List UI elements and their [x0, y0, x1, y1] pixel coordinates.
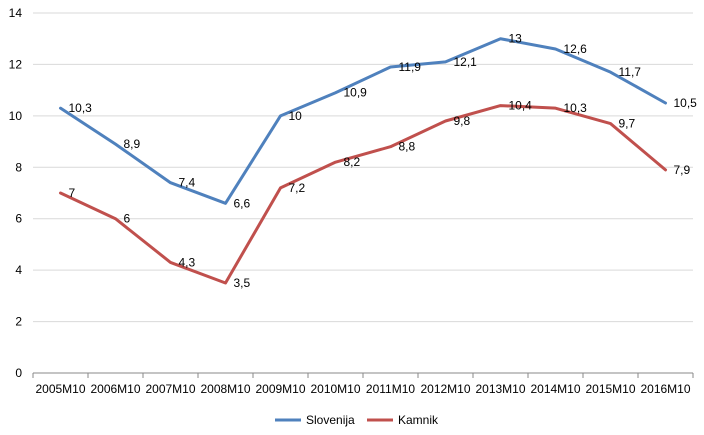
y-tick-label: 2 [15, 315, 22, 329]
data-label: 7,2 [289, 181, 306, 195]
series-line-kamnik [59, 104, 667, 285]
data-label: 3,5 [234, 276, 251, 290]
legend: Slovenija Kamnik [275, 413, 439, 427]
data-label: 11,7 [619, 65, 642, 79]
data-label: 12,6 [564, 42, 588, 56]
y-tick-label: 10 [9, 109, 23, 123]
data-label: 7,4 [179, 176, 196, 190]
x-tick-label: 2007M10 [145, 382, 195, 396]
data-label: 13 [509, 32, 523, 46]
data-label: 9,8 [454, 114, 471, 128]
data-label: 10,5 [674, 96, 698, 110]
x-tick-label: 2014M10 [530, 382, 580, 396]
x-tick-label: 2005M10 [35, 382, 85, 396]
x-tick-label: 2006M10 [90, 382, 140, 396]
x-tick-label: 2016M10 [640, 382, 690, 396]
y-tick-label: 12 [9, 57, 23, 71]
y-tick-label: 0 [15, 366, 22, 380]
series-line-slovenija [59, 37, 667, 205]
y-tick-label: 14 [9, 6, 23, 20]
y-tick-label: 6 [15, 212, 22, 226]
x-tick-label: 2015M10 [585, 382, 635, 396]
legend-label: Slovenija [306, 413, 355, 427]
x-tick-label: 2009M10 [255, 382, 305, 396]
y-axis-tick-labels: 0 2 4 6 8 10 12 14 [9, 6, 23, 380]
data-label: 10 [289, 109, 303, 123]
data-label: 6,6 [234, 196, 251, 210]
x-tick-label: 2010M10 [310, 382, 360, 396]
data-label: 4,3 [179, 255, 196, 269]
x-tick-label: 2012M10 [420, 382, 470, 396]
data-label: 8,2 [344, 155, 361, 169]
y-tick-label: 4 [15, 263, 22, 277]
data-label: 7,9 [674, 163, 691, 177]
data-label: 7 [69, 186, 76, 200]
data-label: 11,9 [399, 60, 422, 74]
series-lines [59, 37, 667, 285]
x-tick-label: 2013M10 [475, 382, 525, 396]
data-label: 10,3 [69, 101, 93, 115]
data-label: 8,9 [124, 137, 141, 151]
data-label: 12,1 [454, 55, 478, 69]
legend-label: Kamnik [398, 413, 439, 427]
data-label: 6 [124, 212, 131, 226]
data-label: 10,9 [344, 86, 368, 100]
x-tick-label: 2011M10 [366, 382, 415, 396]
gridlines [33, 12, 693, 374]
y-tick-label: 8 [15, 160, 22, 174]
data-label: 8,8 [399, 140, 416, 154]
data-label: 10,3 [564, 101, 588, 115]
x-tick-label: 2008M10 [200, 382, 250, 396]
data-label: 10,4 [509, 99, 533, 113]
data-label: 9,7 [619, 117, 636, 131]
data-labels: 10,3 8,9 7,4 6,6 10 10,9 11,9 12,1 13 12,6 11,7 10,… [69, 32, 698, 290]
x-axis-tick-labels: 2005M10 2006M10 2007M10 2008M10 2009M10 2010M… [32, 373, 694, 396]
